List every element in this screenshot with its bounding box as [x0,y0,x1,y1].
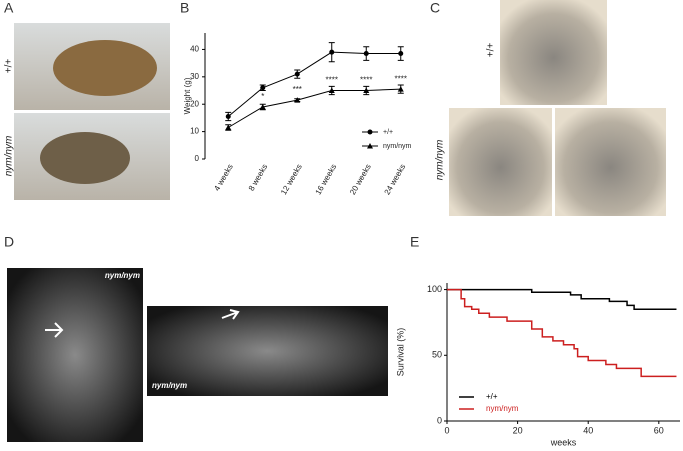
series-line [227,88,401,128]
panel-label: B [180,0,189,16]
x-tick-label: 24 weeks [383,163,408,197]
survival-curve [447,288,677,378]
marker [294,71,300,77]
x-tick-label: 12 weeks [279,163,304,197]
significance: * [261,92,264,101]
marker [259,103,266,110]
panel-label: E [410,234,419,250]
xray [7,268,143,442]
panel-label: C [430,0,440,16]
x-tick-label: 60 [654,425,664,435]
panel-label: A [4,0,14,16]
panel-label: D [4,234,14,250]
y-tick-label: 40 [190,45,199,54]
axes [446,283,680,422]
x-axis-label: weeks [550,437,577,447]
y-tick-label: 0 [437,415,442,425]
x-tick-label: 16 weeks [314,163,339,197]
marker [294,97,301,103]
image-label: nym/nym [152,381,187,390]
image-label: nym/nym [105,271,140,280]
marker [225,114,231,120]
mouse [53,40,157,96]
image-label: +/+ [486,43,497,58]
photo [500,0,607,105]
x-tick-label: 40 [583,425,593,435]
legend-label: nym/nym [486,404,519,413]
x-tick-label: 20 [513,425,523,435]
marker [397,86,404,92]
y-axis-label: Weight (g) [183,77,192,114]
marker [398,51,404,57]
marker [328,87,335,94]
marker [367,129,373,135]
marker [225,124,232,130]
significance: **** [326,76,338,85]
xray [147,306,388,396]
legend-label: +/+ [486,392,498,401]
arrow [45,322,64,338]
mouse [40,132,130,184]
y-tick-label: 10 [190,127,199,136]
y-tick-label: 100 [427,284,442,294]
image-label: nym/nym [4,136,15,177]
image-label: +/+ [4,59,15,74]
y-tick-label: 20 [190,99,199,108]
marker [363,51,369,57]
x-tick-label: 8 weeks [247,163,269,193]
photo [555,108,666,216]
y-tick-label: 0 [195,154,200,163]
x-tick-label: 4 weeks [212,163,234,193]
arrow [221,309,240,320]
x-tick-label: 20 weeks [348,163,373,197]
marker [367,143,373,149]
y-tick-label: 50 [432,350,442,360]
series-line [227,51,401,117]
marker [260,85,266,91]
photo [449,108,552,216]
legend-label: +/+ [383,129,393,136]
marker [329,49,335,55]
y-axis-label: Survival (%) [395,328,405,377]
significance: **** [360,76,372,85]
significance: *** [293,85,302,94]
significance: **** [395,74,407,83]
x-tick-label: 0 [444,425,449,435]
legend-label: nym/nym [383,143,412,150]
marker [363,87,370,94]
y-tick-label: 30 [190,72,199,81]
image-label: nym/nym [435,140,446,181]
survival-curve [447,288,677,311]
